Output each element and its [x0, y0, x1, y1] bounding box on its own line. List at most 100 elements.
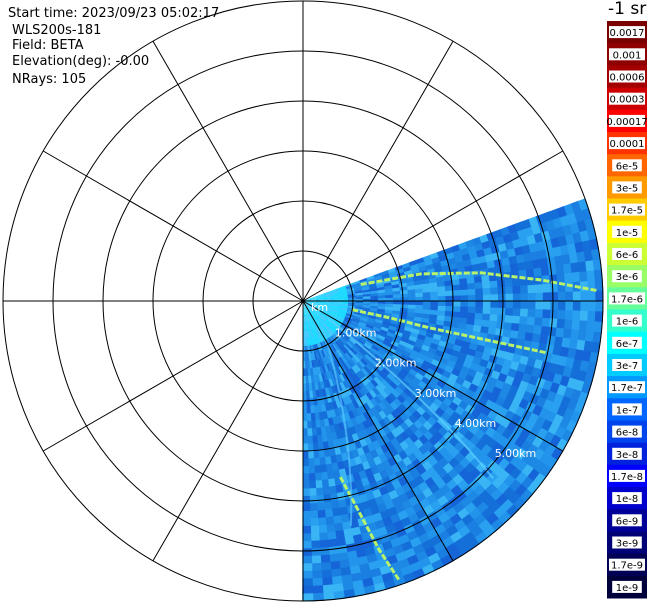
range-gate [307, 345, 311, 354]
range-gate [445, 290, 454, 297]
range-gate [544, 443, 557, 457]
range-gate [310, 321, 315, 330]
range-gate [350, 322, 359, 328]
range-gate [305, 368, 309, 377]
range-gate [585, 260, 595, 272]
range-gate [310, 412, 316, 422]
range-gate [311, 329, 315, 338]
range-gate [314, 336, 319, 345]
range-gate [429, 342, 439, 351]
range-gate [316, 502, 325, 511]
range-gate [353, 286, 363, 291]
range-gate [552, 345, 562, 357]
range-gate [439, 388, 450, 399]
range-gate [378, 410, 388, 420]
range-gate [362, 375, 371, 385]
range-gate [338, 445, 347, 455]
range-gate [328, 370, 335, 380]
range-gate [419, 348, 429, 357]
range-gate [475, 301, 484, 308]
range-gate [380, 343, 390, 351]
range-gate [386, 373, 396, 382]
range-gate [405, 277, 415, 283]
range-gate [372, 326, 381, 333]
range-gate [378, 331, 387, 338]
range-gate [406, 384, 416, 394]
range-gate [325, 355, 331, 365]
range-gate [324, 306, 333, 310]
range-gate [377, 306, 386, 310]
colorbar-tick-bg [612, 514, 642, 527]
range-gate [401, 333, 411, 340]
range-gate [378, 486, 389, 497]
range-gate [367, 498, 378, 509]
range-gate [323, 310, 331, 315]
range-gate [389, 343, 398, 351]
range-gate [504, 351, 515, 362]
range-gate [359, 396, 367, 406]
range-gate [358, 349, 367, 357]
range-gate [480, 326, 490, 335]
range-gate [486, 231, 497, 242]
range-gate [302, 458, 309, 467]
range-gate [486, 260, 496, 269]
range-gate [321, 433, 328, 443]
range-gate [357, 422, 366, 432]
range-gate [319, 464, 328, 474]
range-gate [306, 353, 310, 362]
range-gate [370, 301, 379, 304]
range-gate [441, 370, 452, 380]
range-gate [321, 365, 327, 374]
range-gate [486, 361, 497, 371]
range-gate [312, 344, 316, 353]
range-gate [339, 310, 348, 314]
range-gate [328, 485, 337, 495]
range-gate [422, 292, 431, 298]
range-gate [471, 263, 481, 272]
colorbar-tick-label: 6e-8 [616, 428, 639, 439]
range-gate [320, 333, 326, 342]
range-gate [392, 287, 401, 292]
range-gate [579, 281, 589, 292]
range-gate [427, 380, 437, 390]
range-gate [361, 385, 370, 395]
range-gate [353, 344, 361, 352]
range-gate [364, 546, 376, 557]
range-gate [414, 284, 423, 290]
range-gate [432, 451, 444, 463]
range-gate [338, 506, 349, 516]
range-gate [310, 302, 319, 305]
range-gate [302, 376, 306, 384]
range-gate [512, 496, 527, 511]
range-gate [391, 280, 400, 286]
range-gate [321, 577, 333, 586]
range-gate [337, 313, 346, 319]
range-gate [302, 443, 309, 452]
range-gate [355, 292, 364, 296]
range-gate [356, 351, 365, 359]
range-gate [305, 308, 308, 316]
range-gate [505, 301, 514, 309]
range-gate [415, 292, 424, 298]
range-gate [530, 251, 540, 262]
range-gate [504, 240, 515, 251]
range-gate [399, 368, 410, 377]
range-gate [542, 292, 551, 302]
range-gate [307, 306, 313, 314]
range-gate [366, 275, 375, 281]
range-gate [352, 315, 362, 320]
range-gate [302, 383, 307, 392]
range-gate [545, 219, 556, 232]
range-gate [312, 320, 318, 329]
range-gate [338, 468, 347, 478]
range-gate [448, 262, 458, 271]
range-gate [414, 372, 425, 382]
range-gate [311, 420, 317, 429]
range-gate [528, 242, 539, 254]
range-gate [377, 301, 386, 305]
range-gate [363, 301, 371, 304]
range-gate [304, 345, 307, 354]
range-gate [352, 332, 361, 340]
range-gate [415, 301, 424, 306]
range-gate [497, 350, 508, 360]
